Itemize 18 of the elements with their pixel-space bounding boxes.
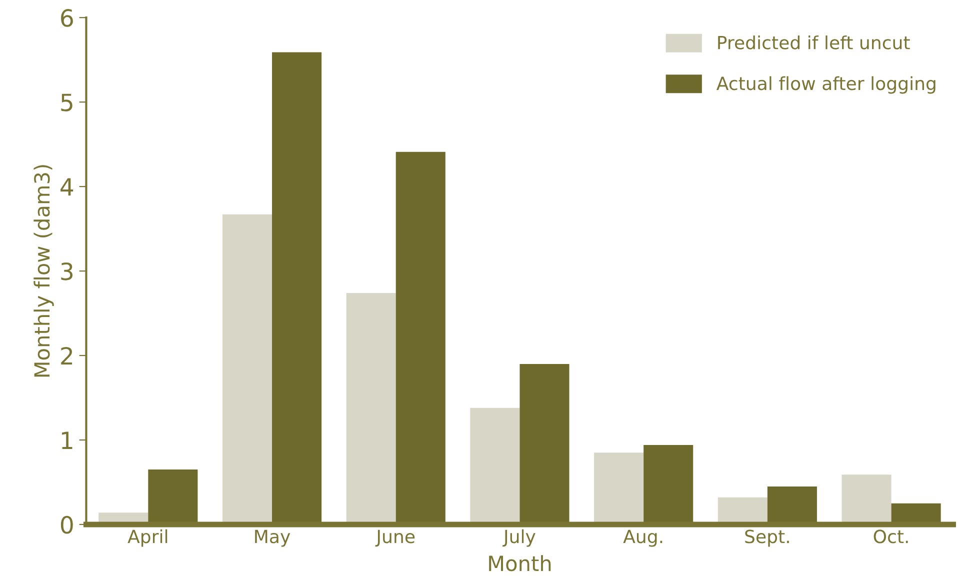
x-tick-label: Sept. (745, 530, 789, 547)
x-tick-label: Aug. (623, 530, 662, 547)
x-tick-label: July (502, 529, 536, 547)
y-tick-label: 6 (61, 9, 73, 27)
y-axis-title: Monthly flow (dam3) (34, 165, 54, 377)
x-axis-title: Month (489, 555, 551, 572)
y-tick-label: 1 (62, 432, 72, 449)
y-tick-label: 4 (60, 178, 74, 196)
legend-label: Predicted if left uncut (718, 35, 910, 50)
x-tick-label: April (128, 529, 168, 547)
x-tick-label: June (375, 530, 415, 547)
y-tick-label: 5 (61, 94, 72, 112)
y-tick-label: 2 (61, 346, 72, 364)
y-tick-label: 0 (60, 516, 73, 534)
x-tick-label: May (255, 530, 290, 547)
x-tick-label: Oct. (874, 530, 908, 544)
y-tick-label: 3 (61, 262, 73, 280)
legend-label: Actual flow after logging (716, 76, 936, 94)
